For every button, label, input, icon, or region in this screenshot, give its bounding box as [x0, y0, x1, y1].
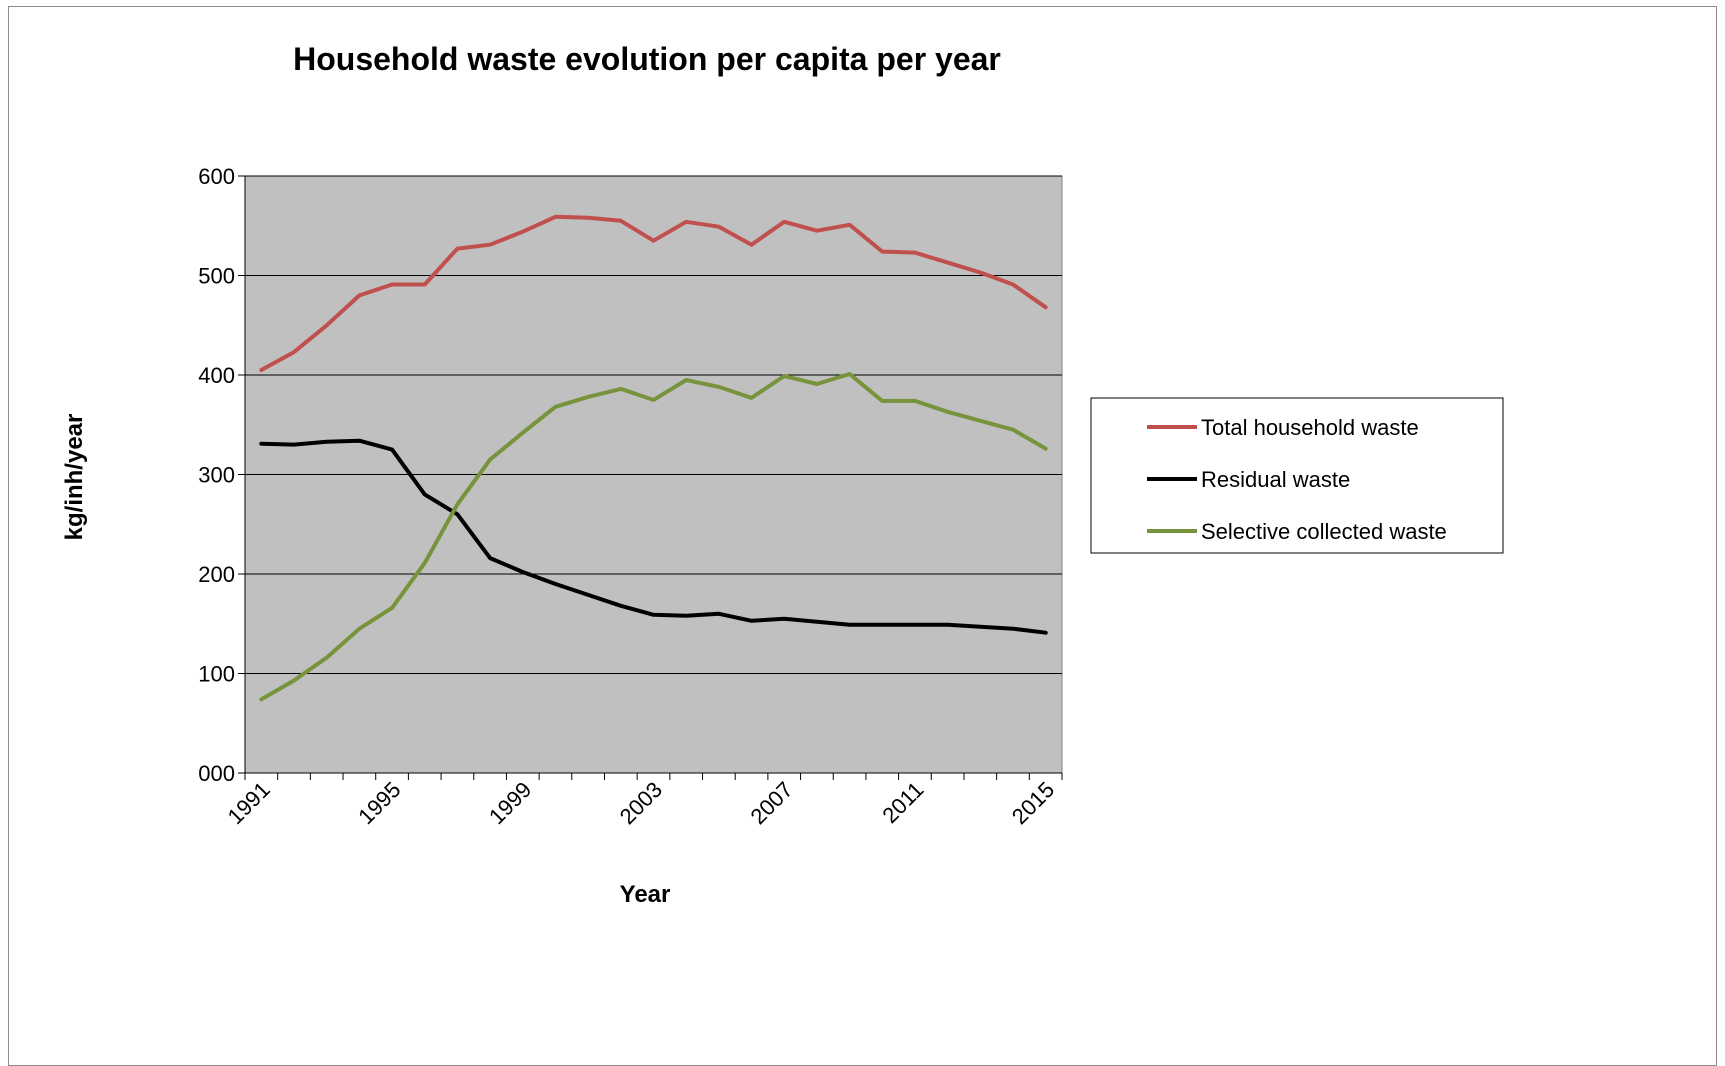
series-line-selective-collected-waste	[259, 372, 1048, 702]
legend-label: Selective collected waste	[1201, 519, 1447, 544]
y-tick-label: 000	[198, 761, 235, 786]
legend-label: Total household waste	[1201, 415, 1419, 440]
legend-label: Residual waste	[1201, 467, 1350, 492]
x-tick-label: 1999	[484, 777, 536, 829]
y-tick-label: 300	[198, 463, 235, 488]
y-tick-label: 600	[198, 164, 235, 189]
x-tick-label: 2011	[877, 777, 928, 828]
x-tick-label: 1995	[353, 777, 405, 829]
legend-box	[1090, 397, 1504, 554]
gridlines	[245, 175, 1062, 674]
line-chart: Household waste evolution per capita per…	[61, 41, 1504, 908]
series-lines	[259, 214, 1048, 702]
x-tick-label: 2007	[745, 777, 797, 829]
y-tick-label: 100	[198, 662, 235, 687]
chart-title: Household waste evolution per capita per…	[293, 41, 1001, 77]
y-tick-label: 200	[198, 562, 235, 587]
y-tick-label: 400	[198, 363, 235, 388]
series-line-residual-waste	[259, 438, 1048, 635]
y-axis-ticks: 000 100 200 300 400 500 600	[198, 164, 245, 786]
x-tick-label: 2015	[1007, 777, 1059, 829]
x-axis-title: Year	[620, 881, 671, 908]
series-line-total-household-waste	[259, 214, 1048, 372]
chart-frame: Household waste evolution per capita per…	[8, 6, 1717, 1066]
x-axis-ticks: 1991 1995 1999 2003 2007 2011 2015	[223, 773, 1063, 829]
y-tick-label: 500	[198, 264, 235, 289]
x-tick-label: 2003	[615, 777, 667, 829]
legend: Total household waste Residual waste Selec…	[1090, 397, 1504, 554]
y-axis-title: kg/inh/year	[61, 414, 88, 541]
